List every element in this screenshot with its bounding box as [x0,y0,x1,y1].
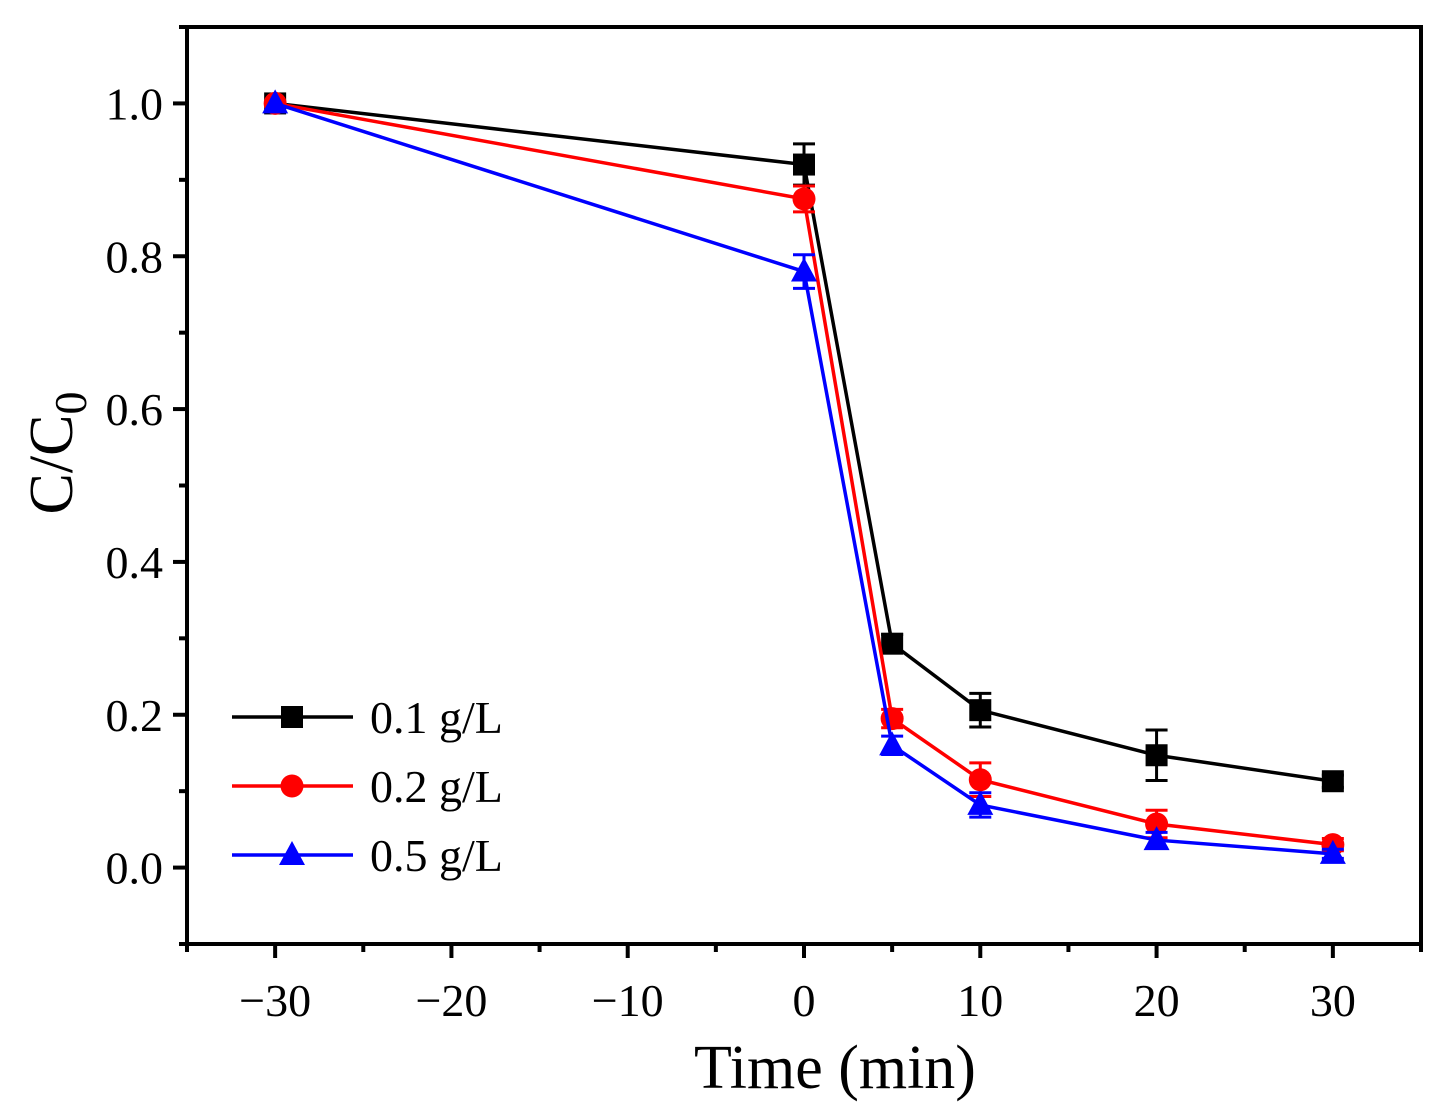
x-axis-title: Time (min) [694,1034,976,1102]
x-tick-label: 30 [1310,975,1356,1026]
legend-label: 0.2 g/L [370,761,503,812]
y-tick-label: 0.6 [106,384,164,435]
legend-marker [281,706,303,728]
data-point [967,790,994,815]
data-point [881,632,904,655]
data-series [262,89,1346,864]
y-axis-title-main: C/C [18,415,86,515]
series-line [274,101,1333,856]
series-3 [262,89,1346,864]
y-tick-label: 0.0 [106,843,164,894]
legend-label: 0.1 g/L [370,692,503,743]
y-tick-label: 0.8 [106,231,164,282]
data-point [1145,812,1169,836]
x-tick-label: 10 [957,975,1003,1026]
data-point [1319,839,1346,864]
y-tick-label: 0.2 [106,690,164,741]
axis-ticks [173,25,1423,958]
data-point [792,187,816,211]
y-axis-title-subscript: 0 [45,392,96,415]
data-point [793,153,815,176]
axis-tick-labels: −30 −20 −10 0 10 20 30 0.0 0.2 0.4 0.6 0.8 1.0 [106,78,1356,1026]
data-point [791,257,817,282]
data-point [968,768,992,792]
x-tick-label: −20 [415,975,487,1026]
x-tick-label: −30 [239,975,311,1026]
legend-marker [279,841,305,865]
y-axis-title: C/C0 [18,392,96,515]
data-point [879,731,906,756]
series-line [274,101,1334,783]
x-tick-label: 0 [793,975,816,1026]
data-point [1145,744,1168,767]
x-tick-label: −10 [592,975,664,1026]
data-point [1143,826,1170,851]
y-tick-label: 1.0 [106,78,164,129]
data-point [969,699,992,722]
legend-marker [280,774,304,798]
data-point [262,89,289,114]
y-tick-label: 0.4 [106,537,164,588]
series-line [274,101,1334,847]
legend: 0.1 g/L 0.2 g/L 0.5 g/L [232,692,503,881]
legend-label: 0.5 g/L [370,830,503,881]
data-point [1321,770,1344,793]
x-tick-label: 20 [1134,975,1180,1026]
